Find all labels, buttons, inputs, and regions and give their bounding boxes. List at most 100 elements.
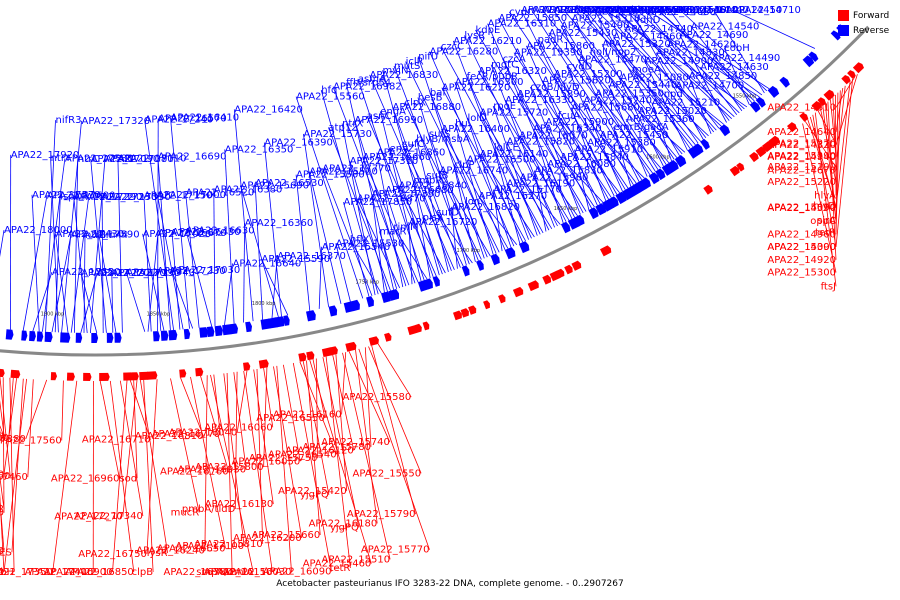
label-leader-line: [90, 158, 107, 333]
gene-label: APA22_14540: [691, 21, 760, 32]
label-leader-line: [487, 23, 573, 219]
label-leader-line: [526, 45, 598, 206]
label-leader-line: [243, 370, 273, 573]
gene-label: APA22_16880: [393, 102, 462, 113]
gene-label: APA22_17080: [105, 154, 174, 165]
reverse-gene: [608, 196, 619, 208]
gene-label: APA22_16170: [493, 185, 562, 196]
label-leader-line: [675, 85, 725, 125]
label-leader-line: [90, 158, 106, 334]
label-leader-line: [315, 358, 318, 459]
gene-label: APA22_15810: [194, 539, 263, 550]
gene-label: APA22_15340: [521, 5, 590, 16]
gene-label: APA22_16530: [255, 178, 324, 189]
gene-label: asnC: [367, 111, 392, 122]
gene-label: mviN: [383, 65, 409, 76]
forward-gene: [422, 321, 430, 331]
gene-label: APA22_16680: [385, 185, 454, 196]
label-leader-line: [111, 272, 114, 333]
gene-label: smpA/omlA: [196, 567, 253, 578]
gene-label: APA22_17190: [112, 268, 181, 279]
label-leader-line: [256, 368, 264, 544]
gene-label: APA22_16710: [82, 435, 151, 446]
forward-gene: [527, 280, 539, 292]
label-leader-line: [0, 376, 11, 477]
label-leader-line: [213, 374, 221, 435]
reverse-gene: [655, 168, 666, 181]
gene-label: ntrB: [85, 230, 106, 241]
reverse-gene: [779, 76, 790, 88]
label-leader-line: [835, 85, 846, 171]
gene-label: APA22_17780: [0, 508, 4, 519]
gene-label: APA22_17920: [11, 150, 80, 161]
label-leader-line: [117, 158, 123, 333]
gene-label: APA22_16370: [277, 251, 346, 262]
gene-label: APA22_16220: [442, 83, 511, 94]
gene-label: lolCE: [494, 143, 519, 154]
label-leader-line: [504, 99, 567, 222]
label-leader-line: [345, 82, 394, 290]
label-leader-line: [612, 36, 691, 149]
gene-label: pmbA/tldD: [182, 504, 236, 515]
label-leader-line: [508, 11, 629, 189]
gene-label: APA22_15320: [602, 39, 671, 50]
label-leader-line: [303, 133, 329, 307]
gene-label: APA22_16900: [44, 567, 113, 578]
label-leader-line: [366, 115, 437, 277]
reverse-gene: [417, 279, 429, 292]
forward-gene: [50, 372, 57, 381]
gene-label: hu: [455, 118, 468, 129]
gene-label: fis: [574, 5, 586, 16]
reverse-gene: [425, 278, 433, 290]
gene-label: APA22_17850: [344, 197, 413, 208]
label-leader-line: [109, 380, 135, 573]
forward-gene: [368, 336, 379, 346]
label-leader-line: [441, 128, 509, 249]
reverse-gene: [29, 331, 36, 342]
gene-label: engA: [380, 106, 406, 117]
gene-label: APA22_16060: [204, 422, 273, 433]
gene-label: APA22_17350: [0, 567, 53, 578]
label-leader-line: [398, 185, 446, 274]
legend-forward: Forward: [838, 8, 889, 23]
gene-label: nifR3: [56, 115, 82, 126]
label-leader-line: [553, 9, 656, 172]
gene-label: APA22_14720: [595, 5, 664, 16]
label-leader-line: [50, 157, 59, 333]
gene-label: APA22_16360: [245, 218, 314, 229]
forward-gene: [179, 369, 187, 378]
legend-forward-label: Forward: [853, 10, 890, 21]
gene-label: asmA: [358, 74, 386, 85]
gene-label: APA22_16670: [158, 228, 227, 239]
label-leader-line: [382, 70, 440, 276]
gene-label: hlyD: [813, 201, 836, 212]
reverse-gene: [245, 321, 252, 333]
reverse-gene: [214, 325, 223, 337]
gene-label: APA22_15740: [321, 437, 390, 448]
label-leader-line: [356, 198, 401, 289]
label-leader-line: [341, 352, 347, 415]
label-leader-line: [435, 212, 473, 264]
gene-label: APA22_17000: [157, 190, 226, 201]
forward-gene: [243, 362, 251, 371]
gene-label: APA22_14650: [616, 5, 685, 16]
label-leader-line: [516, 93, 595, 208]
gene-label: cydD: [567, 61, 593, 72]
label-leader-line: [711, 57, 763, 96]
forward-swatch: [838, 10, 849, 21]
label-leader-line: [52, 380, 78, 573]
gene-label: APA22_16400: [441, 124, 510, 135]
gene-label: APA22_15850: [499, 13, 568, 24]
gene-label: APA22_14710: [732, 5, 801, 16]
label-leader-line: [0, 475, 5, 509]
forward-gene: [195, 367, 204, 377]
legend: Forward Reverse: [838, 8, 889, 38]
forward-gene: [329, 346, 338, 356]
label-leader-line: [295, 174, 311, 311]
gene-label: APA22_18000: [4, 225, 73, 236]
gene-label: APA22_15730: [303, 129, 372, 140]
gene-label: APA22_16430: [172, 227, 241, 238]
label-leader-line: [429, 51, 515, 247]
gene-label: APA22_14800: [585, 5, 654, 16]
forward-gene: [787, 122, 797, 133]
